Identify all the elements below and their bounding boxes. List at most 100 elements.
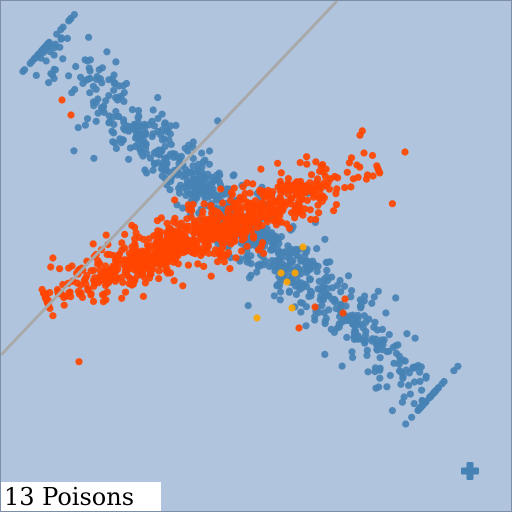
clean-point <box>176 181 184 189</box>
clean-point <box>450 367 458 375</box>
clean-point <box>109 138 117 146</box>
poison-point <box>80 277 88 285</box>
clean-point <box>311 316 319 324</box>
clean-point <box>63 34 71 43</box>
clean-point <box>395 360 403 368</box>
poison-point <box>268 192 276 200</box>
clean-point <box>313 267 321 276</box>
poison-point <box>319 161 327 169</box>
poison-point <box>155 267 163 275</box>
poison-point <box>356 131 364 139</box>
clean-point <box>98 64 106 72</box>
poison-point <box>266 202 274 210</box>
clean-point <box>114 112 122 120</box>
poison-point <box>200 217 208 225</box>
poison-point <box>314 175 322 183</box>
poison-point <box>154 235 162 243</box>
poison-point <box>298 195 306 203</box>
clean-point <box>194 160 202 168</box>
poison-point <box>243 242 251 250</box>
clean-point <box>346 316 354 325</box>
clean-point <box>42 57 50 65</box>
clean-point <box>74 124 82 132</box>
clean-point <box>390 359 398 367</box>
poison-point <box>161 237 169 245</box>
poison-point <box>278 218 286 226</box>
poison-point <box>219 199 227 207</box>
poison-point <box>330 207 338 215</box>
poison-point <box>375 167 383 175</box>
clean-point <box>150 159 158 167</box>
poison-point <box>274 183 282 191</box>
clean-point <box>92 98 100 106</box>
clean-point <box>382 309 390 317</box>
clean-point <box>337 300 345 308</box>
highlighted-point <box>291 269 299 277</box>
clean-point <box>409 364 417 372</box>
poison-point <box>217 185 225 193</box>
poison-point <box>102 231 110 239</box>
poison-point <box>237 247 246 255</box>
clean-point <box>364 368 372 376</box>
clean-point <box>120 89 128 97</box>
clean-point <box>243 253 251 261</box>
poison-point <box>332 190 340 198</box>
poison-point <box>226 265 234 273</box>
clean-point <box>205 160 213 168</box>
poison-point <box>214 258 222 266</box>
poison-point <box>109 251 117 260</box>
plus-icon <box>461 462 479 480</box>
clean-point <box>392 294 400 302</box>
poison-point <box>89 266 98 274</box>
clean-point <box>134 107 143 115</box>
clean-point <box>306 276 314 284</box>
poison-point <box>78 293 87 301</box>
clean-point <box>105 119 113 127</box>
clean-point <box>331 298 339 306</box>
poison-point <box>67 111 75 119</box>
poison-point <box>40 289 48 297</box>
clean-point <box>39 46 47 54</box>
clean-point <box>348 287 356 295</box>
clean-point <box>296 285 304 293</box>
clean-point <box>105 76 113 84</box>
clean-point <box>374 287 382 295</box>
clean-point <box>416 377 424 385</box>
poison-point <box>47 263 55 271</box>
clean-point <box>119 82 127 90</box>
clean-point <box>112 58 120 66</box>
clean-point <box>340 282 349 290</box>
poison-point <box>121 288 130 296</box>
clean-point <box>86 89 94 97</box>
poison-point <box>128 281 136 289</box>
add-point-button[interactable] <box>459 460 481 482</box>
poison-point <box>191 244 199 252</box>
clean-point <box>281 248 289 256</box>
clean-point <box>181 169 190 177</box>
highlighted-point <box>283 278 291 286</box>
poison-point <box>295 324 303 332</box>
poison-point <box>239 204 247 212</box>
poison-point <box>278 202 286 210</box>
poison-point <box>315 209 323 217</box>
poison-point <box>118 294 126 302</box>
clean-point <box>395 352 403 360</box>
clean-point <box>320 294 328 302</box>
clean-point <box>167 122 175 130</box>
poison-point <box>155 275 163 283</box>
clean-point <box>315 277 323 285</box>
poison-point <box>60 301 68 309</box>
poison-point <box>240 234 249 242</box>
clean-point <box>32 71 40 79</box>
clean-point <box>320 309 328 317</box>
clean-point <box>83 57 91 65</box>
clean-point <box>426 393 434 401</box>
highlighted-point <box>299 243 307 251</box>
clean-point <box>149 106 157 114</box>
poison-point <box>182 222 190 230</box>
poison-point <box>300 189 308 197</box>
poison-point <box>249 180 257 188</box>
poison-point <box>95 274 103 282</box>
